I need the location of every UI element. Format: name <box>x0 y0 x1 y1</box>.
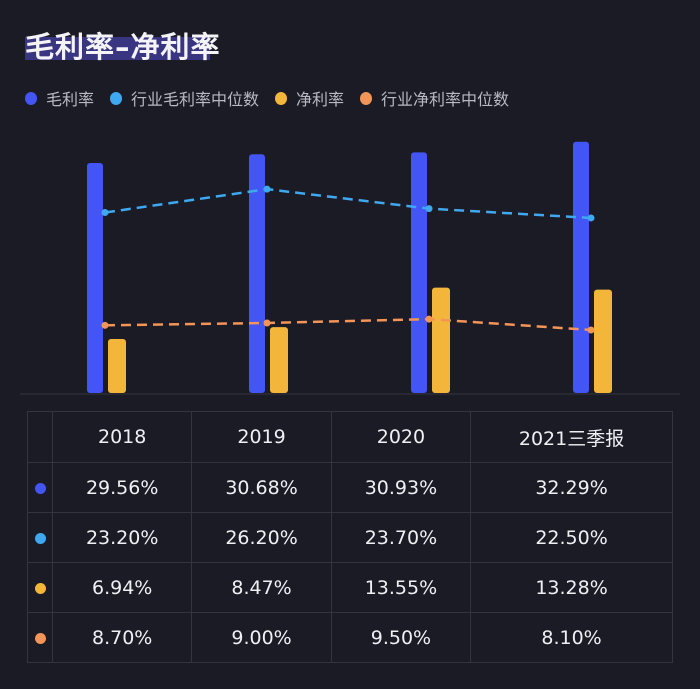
header-cell: 2020 <box>330 411 472 463</box>
table-cell: 8.47% <box>191 562 332 613</box>
table-cell: 13.55% <box>330 562 472 613</box>
table-cell: 8.10% <box>470 612 673 663</box>
table-cell: 8.70% <box>51 612 193 663</box>
header-cell: 2021三季报 <box>470 411 673 463</box>
table-cell: 32.29% <box>470 462 673 513</box>
table-cell: 26.20% <box>191 512 332 563</box>
legend-item[interactable]: 行业毛利率中位数 <box>110 86 259 110</box>
title-highlight <box>25 37 210 60</box>
legend-item[interactable]: 毛利率 <box>25 86 94 110</box>
chart-plot <box>20 141 680 395</box>
legend-label: 行业净利率中位数 <box>381 90 510 109</box>
bar-net-margin <box>108 339 126 393</box>
series-dot-icon <box>34 632 46 644</box>
legend-dot-icon <box>360 91 373 105</box>
title-text: 毛利率–净利率 <box>25 30 221 64</box>
table-cell: 29.56% <box>51 462 193 513</box>
line-point <box>425 205 433 213</box>
series-dot-icon <box>34 532 46 544</box>
table-header-row: 2018 2019 2020 2021三季报 <box>27 411 673 463</box>
table-row: 8.70% 9.00% 9.50% 8.10% <box>27 612 673 663</box>
header-corner <box>27 411 53 463</box>
bar-gross-margin <box>573 141 589 393</box>
line-point <box>263 319 271 327</box>
bar-gross-margin <box>249 154 265 393</box>
bar-net-margin <box>594 289 612 393</box>
legend-dot-icon <box>25 91 37 105</box>
bar-gross-margin <box>411 152 427 393</box>
table-row: 29.56% 30.68% 30.93% 32.29% <box>27 462 673 513</box>
legend: 毛利率 行业毛利率中位数 净利率 行业净利率中位数 <box>25 86 509 110</box>
table-cell: 22.50% <box>470 512 673 563</box>
row-marker <box>27 512 53 563</box>
table-cell: 9.50% <box>330 612 472 663</box>
table-cell: 30.93% <box>330 462 472 513</box>
line-point <box>101 209 109 217</box>
row-marker <box>27 612 53 663</box>
table-cell: 9.00% <box>191 612 332 663</box>
table-row: 6.94% 8.47% 13.55% 13.28% <box>27 562 673 613</box>
dashed-line-industry-net <box>104 317 592 332</box>
legend-label: 毛利率 <box>46 90 95 109</box>
legend-item[interactable]: 净利率 <box>275 86 344 110</box>
data-table: 2018 2019 2020 2021三季报 29.56% 30.68% 30.… <box>27 411 673 663</box>
table-cell: 6.94% <box>51 562 193 613</box>
legend-label: 净利率 <box>296 90 345 109</box>
legend-dot-icon <box>275 91 288 105</box>
legend-item[interactable]: 行业净利率中位数 <box>360 86 509 110</box>
table-cell: 23.20% <box>51 512 193 563</box>
dashed-line-industry-gross <box>104 187 592 220</box>
table-cell: 30.68% <box>191 462 332 513</box>
series-dot-icon <box>34 482 46 494</box>
line-point <box>587 214 595 222</box>
legend-label: 行业毛利率中位数 <box>131 90 260 109</box>
line-point <box>101 321 109 329</box>
legend-dot-icon <box>110 91 123 105</box>
table-row: 23.20% 26.20% 23.70% 22.50% <box>27 512 673 563</box>
chart-title: 毛利率–净利率 <box>25 24 221 66</box>
bar-net-margin <box>270 327 288 393</box>
bar-gross-margin <box>87 163 103 393</box>
row-marker <box>27 562 53 613</box>
line-point <box>263 185 271 193</box>
header-cell: 2019 <box>191 411 332 463</box>
table-cell: 13.28% <box>470 562 673 613</box>
bar-net-margin <box>432 287 450 393</box>
line-point <box>587 326 595 334</box>
row-marker <box>27 462 53 513</box>
line-point <box>425 315 433 323</box>
header-cell: 2018 <box>51 411 193 463</box>
table-cell: 23.70% <box>330 512 472 563</box>
series-dot-icon <box>34 582 46 594</box>
